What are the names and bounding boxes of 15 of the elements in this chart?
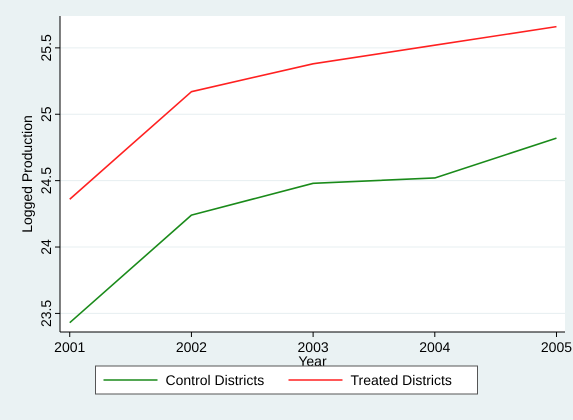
y-tick-label: 24 [38,239,54,255]
legend-label: Treated Districts [350,372,452,388]
x-tick-label: 2002 [176,339,208,355]
y-tick-label: 23.5 [38,300,54,328]
y-tick-label: 25.5 [38,34,54,62]
line-series [68,137,558,324]
x-tick-label: 2003 [298,339,329,355]
y-tick-label: 24.5 [38,166,54,194]
x-tick-label: 2005 [540,339,572,355]
y-tick-label: 25 [38,106,54,122]
y-axis-title: Logged Production [19,115,35,233]
x-tick-label: 2001 [54,339,86,355]
line-series [68,26,558,200]
legend-label: Control Districts [166,372,264,388]
x-tick-label: 2004 [419,339,451,355]
